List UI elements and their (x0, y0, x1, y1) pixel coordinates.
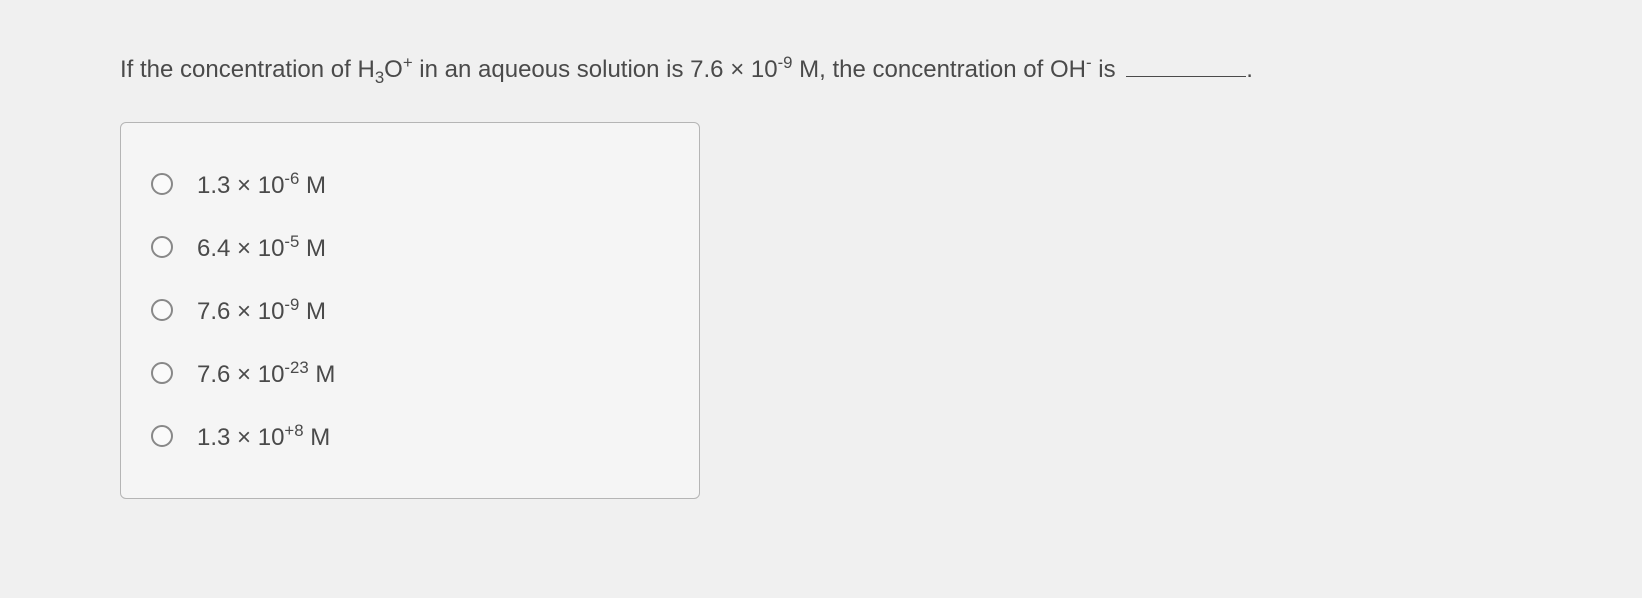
option-exp: -6 (284, 169, 299, 188)
option-unit: M (299, 172, 326, 199)
option-label: 1.3 × 10-6 M (197, 169, 326, 200)
option-row[interactable]: 7.6 × 10-9 M (141, 279, 679, 342)
options-container: 1.3 × 10-6 M 6.4 × 10-5 M 7.6 × 10-9 M 7… (120, 122, 700, 499)
radio-icon[interactable] (151, 236, 173, 258)
option-unit: M (309, 361, 336, 388)
question-part: in an aqueous solution is 7.6 × 10 (413, 56, 778, 83)
option-row[interactable]: 7.6 × 10-23 M (141, 342, 679, 405)
option-exp: -9 (284, 295, 299, 314)
option-exp: -23 (284, 358, 308, 377)
option-base: 1.3 × 10 (197, 172, 284, 199)
option-unit: M (299, 298, 326, 325)
option-label: 6.4 × 10-5 M (197, 232, 326, 263)
option-base: 1.3 × 10 (197, 424, 284, 451)
option-exp: -5 (284, 232, 299, 251)
radio-icon[interactable] (151, 425, 173, 447)
radio-icon[interactable] (151, 173, 173, 195)
question-part: M, the concentration of OH (793, 56, 1086, 83)
option-unit: M (299, 235, 326, 262)
option-base: 7.6 × 10 (197, 361, 284, 388)
question-sub: 3 (375, 68, 384, 87)
option-label: 7.6 × 10-9 M (197, 295, 326, 326)
option-unit: M (304, 424, 331, 451)
question-sup: + (403, 53, 413, 72)
radio-icon[interactable] (151, 362, 173, 384)
option-base: 7.6 × 10 (197, 298, 284, 325)
blank-line (1126, 76, 1246, 77)
question-sup: -9 (778, 53, 793, 72)
question-part: O (384, 56, 403, 83)
question-period: . (1246, 56, 1253, 83)
question-part: If the concentration of H (120, 56, 375, 83)
option-row[interactable]: 6.4 × 10-5 M (141, 216, 679, 279)
option-base: 6.4 × 10 (197, 235, 284, 262)
radio-icon[interactable] (151, 299, 173, 321)
question-text: If the concentration of H3O+ in an aqueo… (120, 50, 1522, 90)
option-label: 1.3 × 10+8 M (197, 421, 330, 452)
option-row[interactable]: 1.3 × 10-6 M (141, 153, 679, 216)
option-row[interactable]: 1.3 × 10+8 M (141, 405, 679, 468)
question-part: is (1092, 56, 1123, 83)
option-label: 7.6 × 10-23 M (197, 358, 335, 389)
option-exp: +8 (284, 421, 303, 440)
